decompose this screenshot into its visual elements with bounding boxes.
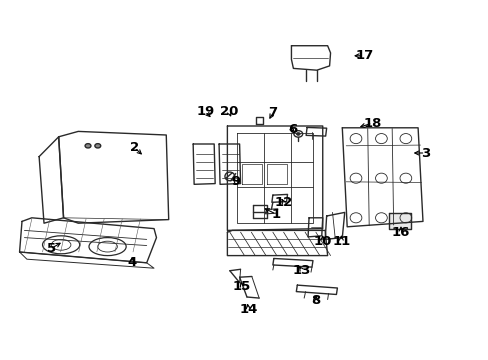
Text: 6: 6 [287, 123, 296, 136]
Polygon shape [305, 127, 326, 136]
Polygon shape [39, 137, 63, 223]
Text: 2: 2 [130, 141, 139, 154]
Text: 4: 4 [127, 256, 136, 269]
Text: 11: 11 [331, 235, 350, 248]
Polygon shape [227, 126, 322, 230]
Polygon shape [265, 209, 277, 214]
Text: 10: 10 [313, 235, 331, 248]
Text: 20: 20 [219, 105, 238, 118]
Polygon shape [307, 218, 322, 237]
Text: 9: 9 [231, 175, 240, 188]
Polygon shape [227, 230, 327, 256]
Text: 5: 5 [47, 242, 56, 255]
Text: 12: 12 [274, 196, 292, 209]
Text: 7: 7 [268, 106, 277, 119]
Text: 13: 13 [292, 264, 311, 277]
Ellipse shape [85, 144, 91, 148]
Text: 16: 16 [391, 226, 409, 239]
Polygon shape [193, 144, 215, 184]
Polygon shape [219, 144, 240, 184]
Text: 19: 19 [196, 105, 214, 118]
Text: 17: 17 [354, 49, 373, 62]
Ellipse shape [95, 144, 101, 148]
Polygon shape [388, 213, 410, 229]
Ellipse shape [296, 132, 300, 135]
Polygon shape [253, 205, 266, 212]
Polygon shape [271, 194, 287, 202]
Text: 15: 15 [232, 280, 251, 293]
Polygon shape [272, 258, 312, 267]
Polygon shape [325, 212, 344, 239]
Text: 3: 3 [420, 147, 429, 159]
Polygon shape [59, 131, 168, 223]
Text: 8: 8 [310, 294, 319, 307]
Text: 1: 1 [271, 208, 280, 221]
Text: 18: 18 [363, 117, 381, 130]
Polygon shape [255, 117, 262, 124]
Polygon shape [342, 128, 422, 227]
Polygon shape [296, 285, 337, 294]
Polygon shape [20, 218, 156, 263]
Polygon shape [20, 252, 154, 268]
Polygon shape [291, 46, 330, 70]
Text: 14: 14 [239, 303, 257, 316]
